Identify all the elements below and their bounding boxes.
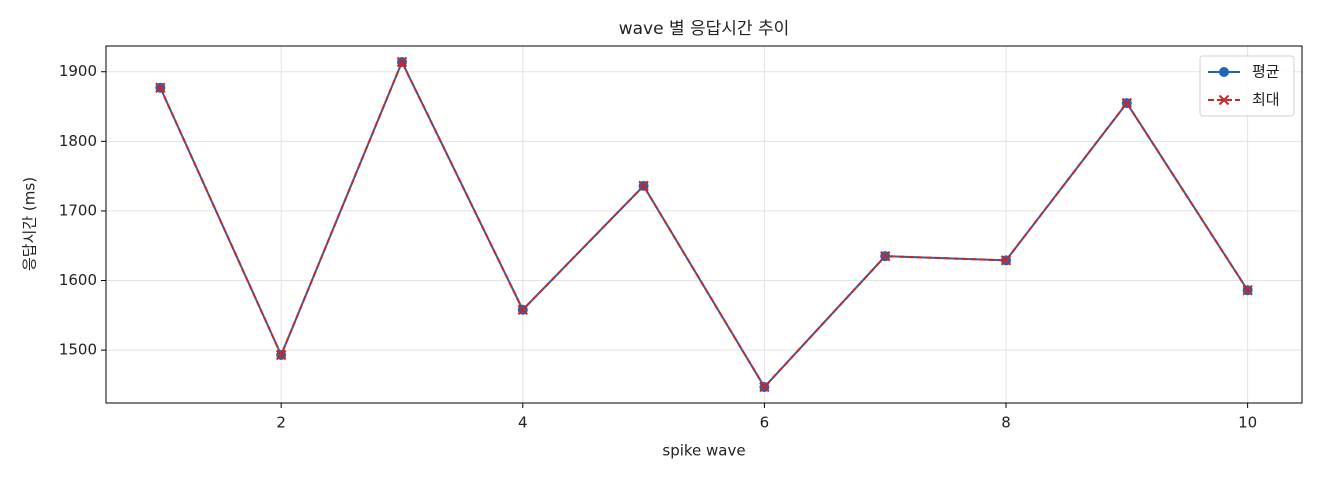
marker: [638, 180, 649, 192]
y-tick-label: 1800: [59, 132, 97, 150]
marker: [880, 250, 891, 262]
x-tick-label: 2: [276, 414, 286, 432]
legend-label: 최대: [1252, 91, 1280, 109]
marker: [155, 82, 166, 93]
marker: [1000, 255, 1012, 266]
chart-title: wave 별 응답시간 추이: [619, 19, 790, 39]
y-tick-label: 1900: [59, 62, 97, 80]
series-line: [159, 59, 1249, 389]
marker: [396, 56, 408, 68]
legend-box: [1199, 55, 1295, 117]
plot-frame: [105, 45, 1303, 404]
y-tick-label: 1700: [59, 201, 97, 219]
x-axis-label: spike wave: [662, 442, 745, 460]
x-tick-label: 10: [1238, 414, 1257, 432]
marker: [275, 349, 287, 361]
y-tick-label: 1500: [59, 341, 97, 359]
marker: [759, 381, 770, 393]
legend-marker: [1218, 94, 1230, 106]
marker: [1121, 97, 1133, 109]
x-tick-label: 8: [1001, 414, 1011, 432]
y-tick-label: 1600: [59, 271, 97, 289]
marker: [1242, 285, 1253, 296]
x-tick-label: 6: [760, 414, 770, 432]
x-tick-label: 4: [518, 414, 528, 432]
legend-label: 평균: [1252, 63, 1280, 81]
marker: [517, 304, 528, 315]
legend-marker: [1219, 67, 1229, 77]
y-axis-label: 응답시간 (ms): [21, 177, 39, 271]
series-line: [159, 59, 1249, 389]
